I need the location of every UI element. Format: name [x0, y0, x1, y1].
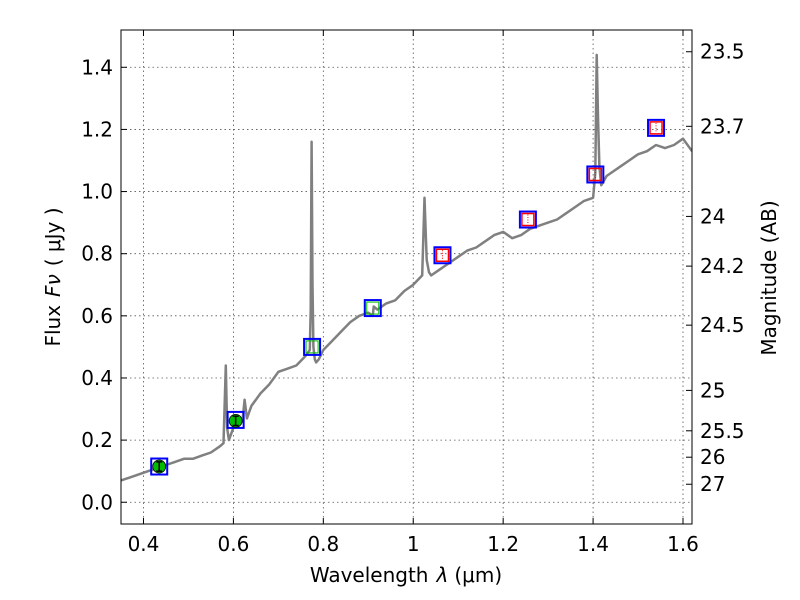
- y-tick-label: 0.8: [81, 242, 113, 266]
- x-tick-label: 0.6: [217, 532, 249, 556]
- x-tick-label: 1: [407, 532, 420, 556]
- y-tick-label: 0.4: [81, 366, 113, 390]
- model-point-marker: [433, 246, 452, 265]
- model-point-marker: [363, 299, 382, 318]
- y-tick-label: 1.2: [81, 117, 113, 141]
- model-point-marker: [150, 457, 169, 476]
- y2-axis-label: Magnitude (AB): [757, 200, 781, 355]
- model-point-marker: [303, 337, 322, 356]
- y-axis-label: FluxFν( μJy ): [41, 207, 65, 346]
- y-ticks: 0.0 0.2 0.4 0.6 0.8 1.0 1.2 1.4: [81, 55, 127, 514]
- plot-frame: [120, 29, 693, 525]
- x-tick-label: 1.6: [667, 532, 699, 556]
- x-tick-label: 1.2: [487, 532, 519, 556]
- x-tick-label: 0.4: [128, 532, 160, 556]
- model-point-marker: [647, 118, 666, 137]
- y2-tick-label: 25: [700, 378, 725, 402]
- upper-limit-marker: [649, 121, 663, 135]
- x-tick-label: 1.4: [577, 532, 609, 556]
- upper-limit-marker: [588, 167, 603, 182]
- spectrum-series: [121, 53, 692, 482]
- x-ticks: 0.4 0.6 0.8 1 1.2 1.4 1.6: [128, 30, 699, 556]
- y2-tick-label: 23.5: [700, 40, 745, 64]
- y2-tick-label: 25.5: [700, 419, 745, 443]
- model-point-marker: [586, 165, 605, 184]
- nondetection-marker: [305, 340, 319, 354]
- spectrum-line: [121, 53, 692, 482]
- y2-tick-label: 27: [700, 472, 725, 496]
- grid: [121, 30, 692, 524]
- model-point-marker: [226, 410, 245, 429]
- model-point-marker: [518, 210, 537, 229]
- upper-limit-marker: [521, 212, 535, 227]
- x-axis-label: Wavelength λ (μm): [310, 563, 502, 587]
- y-tick-label: 1.0: [81, 180, 113, 204]
- y2-tick-label: 24.2: [700, 254, 745, 278]
- y2-tick-label: 24: [700, 204, 725, 228]
- y2-tick-label: 26: [700, 445, 725, 469]
- y-tick-label: 0.2: [81, 428, 113, 452]
- y2-ticks: 23.5 23.7 24 24.2 24.5 25 25.526 27: [686, 40, 745, 496]
- y-tick-label: 1.4: [81, 55, 113, 79]
- photometry-markers: [150, 118, 666, 476]
- upper-limit-marker: [435, 248, 450, 263]
- y2-tick-label: 23.7: [700, 114, 745, 138]
- nondetection-marker: [366, 301, 380, 315]
- y2-tick-label: 24.5: [700, 313, 745, 337]
- y-tick-label: 0.0: [81, 490, 113, 514]
- x-tick-label: 0.8: [307, 532, 339, 556]
- y-tick-label: 0.6: [81, 304, 113, 328]
